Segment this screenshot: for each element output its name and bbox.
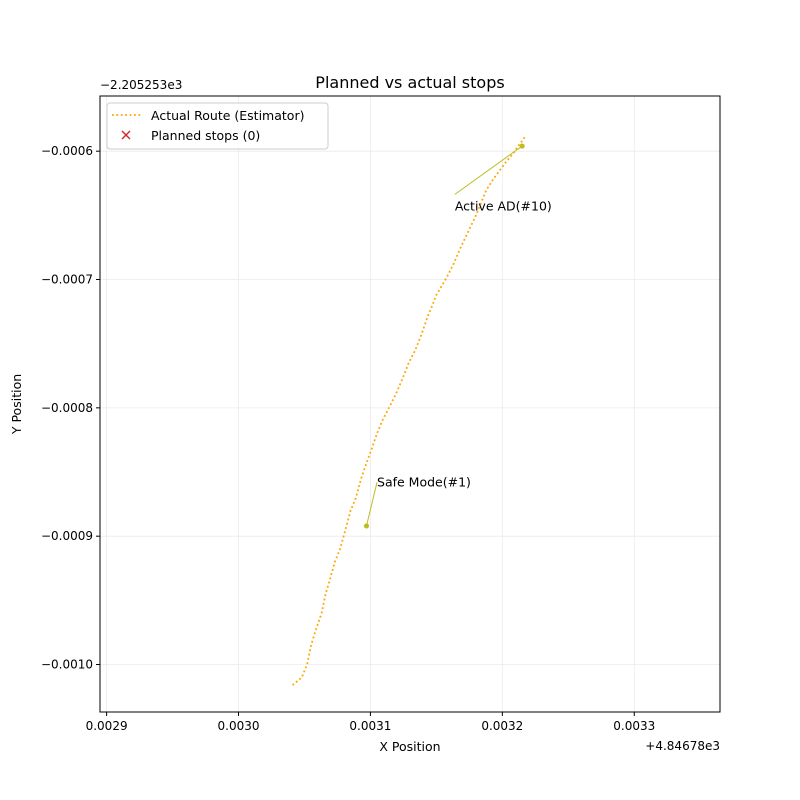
series-layer (292, 136, 526, 686)
chart-title: Planned vs actual stops (315, 73, 504, 92)
annotation-label: Safe Mode(#1) (377, 474, 471, 489)
annotation-point (519, 143, 525, 149)
annotation-leader (454, 145, 523, 195)
x-tick-label: 0.0033 (613, 719, 655, 733)
annotations: Safe Mode(#1) Active AD(#10) (363, 143, 552, 529)
annotation-leader (365, 482, 378, 527)
x-tick-label: 0.0032 (481, 719, 523, 733)
x-tick-label: 0.0031 (349, 719, 391, 733)
annotation-label: Active AD(#10) (455, 198, 552, 213)
y-tick-label: −0.0010 (41, 658, 93, 672)
annotation-point (363, 523, 370, 529)
x-axis-offset-label: +4.84678e3 (645, 739, 720, 753)
y-tick-label: −0.0009 (41, 529, 93, 543)
grid-lines (100, 96, 720, 712)
legend: Actual Route (Estimator) Planned stops (… (106, 102, 329, 150)
x-tick-label: 0.0030 (218, 719, 260, 733)
plot-frame (99, 95, 721, 713)
y-tick-label: −0.0008 (41, 401, 93, 415)
legend-swatch-planned-stops (121, 130, 131, 140)
legend-label-actual-route: Actual Route (Estimator) (151, 108, 304, 123)
y-axis-offset-label: −2.205253e3 (100, 78, 182, 92)
y-tick-label: −0.0006 (41, 144, 93, 158)
x-tick-label: 0.0029 (86, 719, 128, 733)
legend-box (106, 102, 329, 150)
y-tick-label: −0.0007 (41, 273, 93, 287)
axis-ticks: 0.0029 0.0030 0.0031 0.0032 0.0033 −0.0006 −0.… (41, 144, 655, 733)
y-axis-label: Y Position (9, 374, 24, 435)
x-axis-label: X Position (379, 739, 440, 754)
series-line-actual-route (292, 136, 526, 686)
legend-label-planned-stops: Planned stops (0) (151, 128, 260, 143)
